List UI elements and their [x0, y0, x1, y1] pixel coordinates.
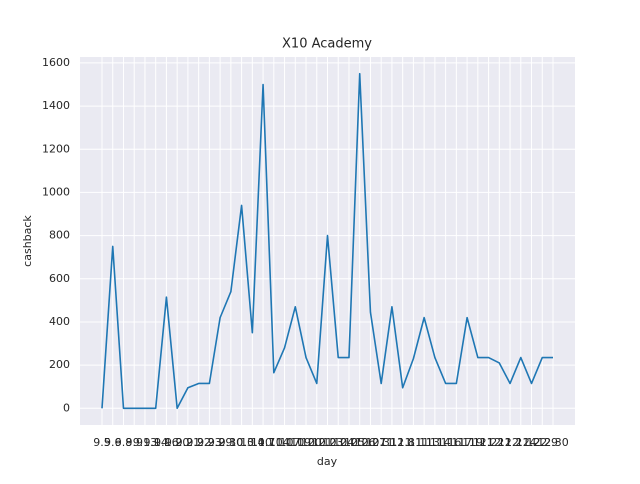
x-tick-label: 11.19: [451, 436, 483, 449]
x-tick-label: 9.21: [176, 436, 201, 449]
x-tick-label: 9.6: [104, 436, 122, 449]
x-tick-label: 9.16: [154, 436, 179, 449]
x-tick-label: 10.17: [269, 436, 301, 449]
y-tick-label: 400: [49, 315, 70, 328]
x-tick-label: 10.23: [312, 436, 344, 449]
x-tick-label: 10.20: [290, 436, 322, 449]
y-tick-label: 1200: [42, 142, 70, 155]
x-tick-label: 12.1: [487, 436, 512, 449]
x-tick-label: 12.29: [527, 436, 559, 449]
x-tick-label: 11.16: [430, 436, 462, 449]
y-tick-label: 0: [63, 401, 70, 414]
x-tick-label: 9.14: [143, 436, 168, 449]
x-tick-label: 11.13: [408, 436, 440, 449]
x-tick-label: 9.5: [93, 436, 111, 449]
x-tick-label: 10.24: [322, 436, 354, 449]
x-tick-label: 11.11: [398, 436, 430, 449]
grid: [80, 57, 575, 425]
x-tick-label: 10.21: [301, 436, 333, 449]
chart-title: X10 Academy: [282, 37, 372, 52]
x-tick-label: 9.13: [133, 436, 158, 449]
x-tick-label: 12.22: [516, 436, 548, 449]
x-tick-label: 11.2: [380, 436, 405, 449]
x-tick-label: 10.3: [229, 436, 254, 449]
y-tick-label: 1600: [42, 56, 70, 69]
x-tick-label: 11.14: [419, 436, 451, 449]
x-tick-label: 11.8: [390, 436, 415, 449]
x-tick-label: 10.4: [240, 436, 265, 449]
y-tick-label: 800: [49, 229, 70, 242]
x-tick-label: 9.22: [186, 436, 211, 449]
x-axis-label: day: [317, 455, 338, 468]
y-axis-label: cashback: [21, 215, 34, 267]
x-tick-label: 10.7: [251, 436, 276, 449]
y-tick-label: 1400: [42, 99, 70, 112]
y-tick-label: 1000: [42, 185, 70, 198]
x-tick-label: 9.29: [208, 436, 233, 449]
x-tick-label: 10.14: [258, 436, 290, 449]
x-tick-label: 11.22: [473, 436, 505, 449]
y-tick-label: 200: [49, 358, 70, 371]
x-tick-label: 11.17: [441, 436, 473, 449]
x-tick-label: 12.2: [498, 436, 523, 449]
x-tick-label: 9.23: [197, 436, 222, 449]
x-tick-label: 10.31: [365, 436, 397, 449]
x-tick-label: 12.30: [537, 436, 569, 449]
x-tick-label: 9.30: [219, 436, 244, 449]
x-tick-label: 10.19: [280, 436, 312, 449]
x-tick-label: 10.25: [333, 436, 365, 449]
x-tick-label: 10.27: [355, 436, 387, 449]
x-tick-label: 9.20: [165, 436, 190, 449]
x-tick-label: 10.26: [344, 436, 376, 449]
x-tick-label: 9.8: [115, 436, 133, 449]
x-tick-label: 9.9: [125, 436, 143, 449]
marks: [101, 72, 553, 410]
y-tick-label: 600: [49, 272, 70, 285]
x-tick-label: 12.14: [505, 436, 537, 449]
line: [101, 72, 553, 410]
x-tick-label: 11.21: [462, 436, 494, 449]
